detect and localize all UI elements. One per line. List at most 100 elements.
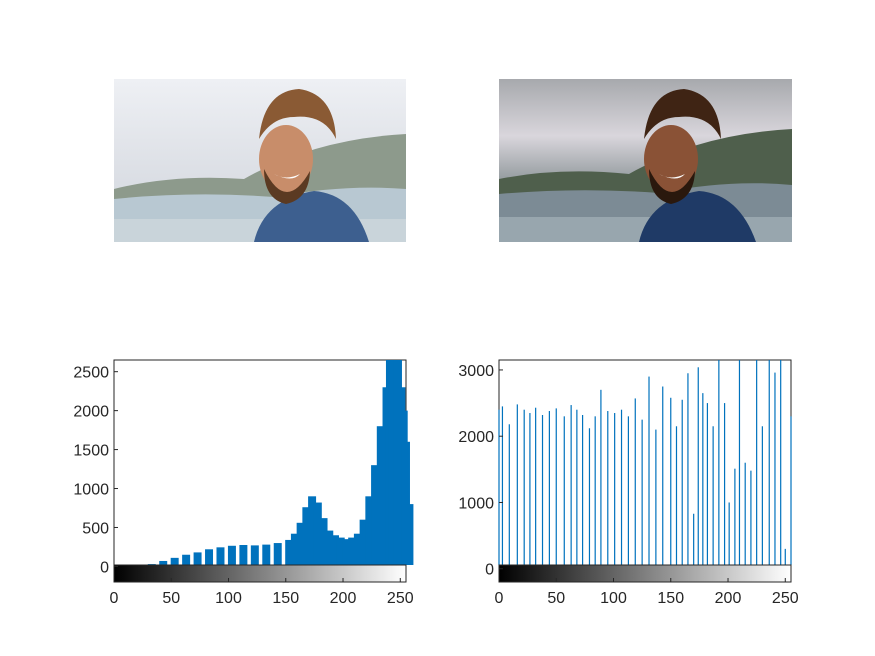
histogram-bar: [330, 535, 339, 565]
histogram-bar: [627, 416, 629, 565]
portrait-photo-equalized-icon: [499, 79, 792, 242]
y-tick-label: 2500: [73, 365, 109, 382]
histogram-bar: [523, 409, 525, 565]
histogram-bar: [508, 424, 510, 565]
grayscale-colorbar: [498, 564, 792, 583]
histogram-bar: [570, 405, 572, 565]
histogram-bar: [325, 530, 334, 565]
equalized-image: [499, 79, 792, 242]
histogram-bar: [734, 468, 736, 565]
histogram-bar: [718, 360, 720, 565]
x-tick-label: 50: [162, 590, 180, 607]
histogram-bar: [780, 360, 782, 565]
histogram-bar: [371, 465, 380, 565]
histogram-bar: [620, 409, 623, 565]
histogram-bar: [594, 416, 596, 565]
histogram-bar: [706, 403, 709, 565]
histogram-bar: [302, 507, 311, 565]
axes-box: [498, 359, 792, 583]
histogram-bar: [498, 409, 500, 565]
histogram-bar: [359, 519, 368, 565]
histogram-bar: [648, 376, 650, 565]
histogram-bar: [401, 441, 410, 565]
histogram-bar: [697, 367, 699, 565]
histogram-original: 0 500 1000 1500 2000 2500 0 50 100 150 200 250: [73, 359, 414, 607]
y-tick-label: 3000: [458, 363, 494, 380]
x-tick-label: 100: [215, 590, 242, 607]
histogram-bar: [319, 518, 328, 565]
y-tick-label: 0: [100, 559, 109, 576]
x-tick-label: 250: [772, 590, 799, 607]
x-tick-label: 0: [110, 590, 119, 607]
histogram-bar: [687, 373, 689, 565]
histogram-bar: [313, 502, 322, 565]
histogram-bar: [285, 539, 294, 565]
x-tick-label: 200: [715, 590, 742, 607]
histogram-bar: [790, 416, 792, 565]
y-tick-label: 500: [82, 520, 109, 537]
histogram-bar: [535, 407, 537, 565]
histogram-bar: [662, 386, 664, 565]
histogram-bar: [555, 408, 557, 565]
histogram-bar: [516, 404, 518, 565]
histogram-bar: [336, 537, 345, 565]
histogram-bar: [670, 397, 672, 565]
x-tick-label: 100: [600, 590, 627, 607]
original-image: [114, 79, 406, 242]
y-tick-label: 1500: [73, 443, 109, 460]
histogram-bar: [227, 545, 236, 565]
portrait-photo-original-icon: [114, 79, 406, 242]
histogram-bar: [262, 544, 271, 565]
x-tick-label: 50: [547, 590, 565, 607]
histogram-bar: [675, 426, 678, 565]
histogram-bar: [581, 415, 584, 565]
histogram-bar: [342, 539, 351, 565]
y-tick-label: 2000: [458, 429, 494, 446]
histogram-bar: [761, 426, 763, 565]
histogram-bar: [290, 533, 299, 565]
histogram-bar: [250, 545, 259, 565]
histogram-bar: [750, 470, 752, 565]
histogram-bar: [641, 419, 643, 565]
histogram-bar: [744, 462, 746, 565]
histogram-bar: [693, 513, 695, 565]
histogram-bar: [712, 426, 714, 565]
x-tick-label: 150: [657, 590, 684, 607]
histogram-bar: [205, 549, 214, 565]
histogram-bar: [607, 411, 609, 565]
histogram-bar: [365, 496, 374, 565]
x-tick-label: 200: [330, 590, 357, 607]
histogram-bar: [756, 360, 758, 565]
y-tick-label: 1000: [73, 482, 109, 499]
histogram-bar: [501, 406, 504, 565]
histogram-bar: [170, 557, 179, 565]
x-tick-label: 250: [387, 590, 414, 607]
histogram-bar: [768, 360, 770, 565]
histogram-bar: [159, 560, 168, 565]
histogram-bar: [376, 426, 385, 565]
histogram-bar: [273, 543, 282, 565]
histogram-bar: [728, 502, 730, 565]
histogram-bar: [784, 548, 786, 565]
y-tick-label: 0: [485, 562, 494, 579]
histogram-bar: [774, 372, 776, 565]
histogram-bar: [634, 398, 636, 565]
histogram-bar: [348, 537, 357, 565]
histogram-bar: [563, 416, 565, 565]
histogram-bar: [655, 429, 657, 565]
histogram-bar: [216, 547, 225, 565]
histogram-bar: [308, 496, 317, 565]
grayscale-colorbar: [113, 564, 407, 583]
histogram-bar: [296, 522, 305, 565]
y-tick-label: 1000: [458, 495, 494, 512]
histogram-bar: [182, 554, 191, 565]
histogram-equalized: 0 1000 2000 3000 0 50 100 150 200 250: [458, 359, 799, 607]
histogram-bar: [614, 413, 616, 565]
histogram-bar: [193, 552, 202, 565]
histogram-bar: [529, 413, 531, 565]
histogram-bar: [681, 399, 683, 565]
histogram-bar: [702, 393, 704, 565]
histogram-bar: [738, 360, 741, 565]
histogram-bar: [541, 415, 544, 565]
